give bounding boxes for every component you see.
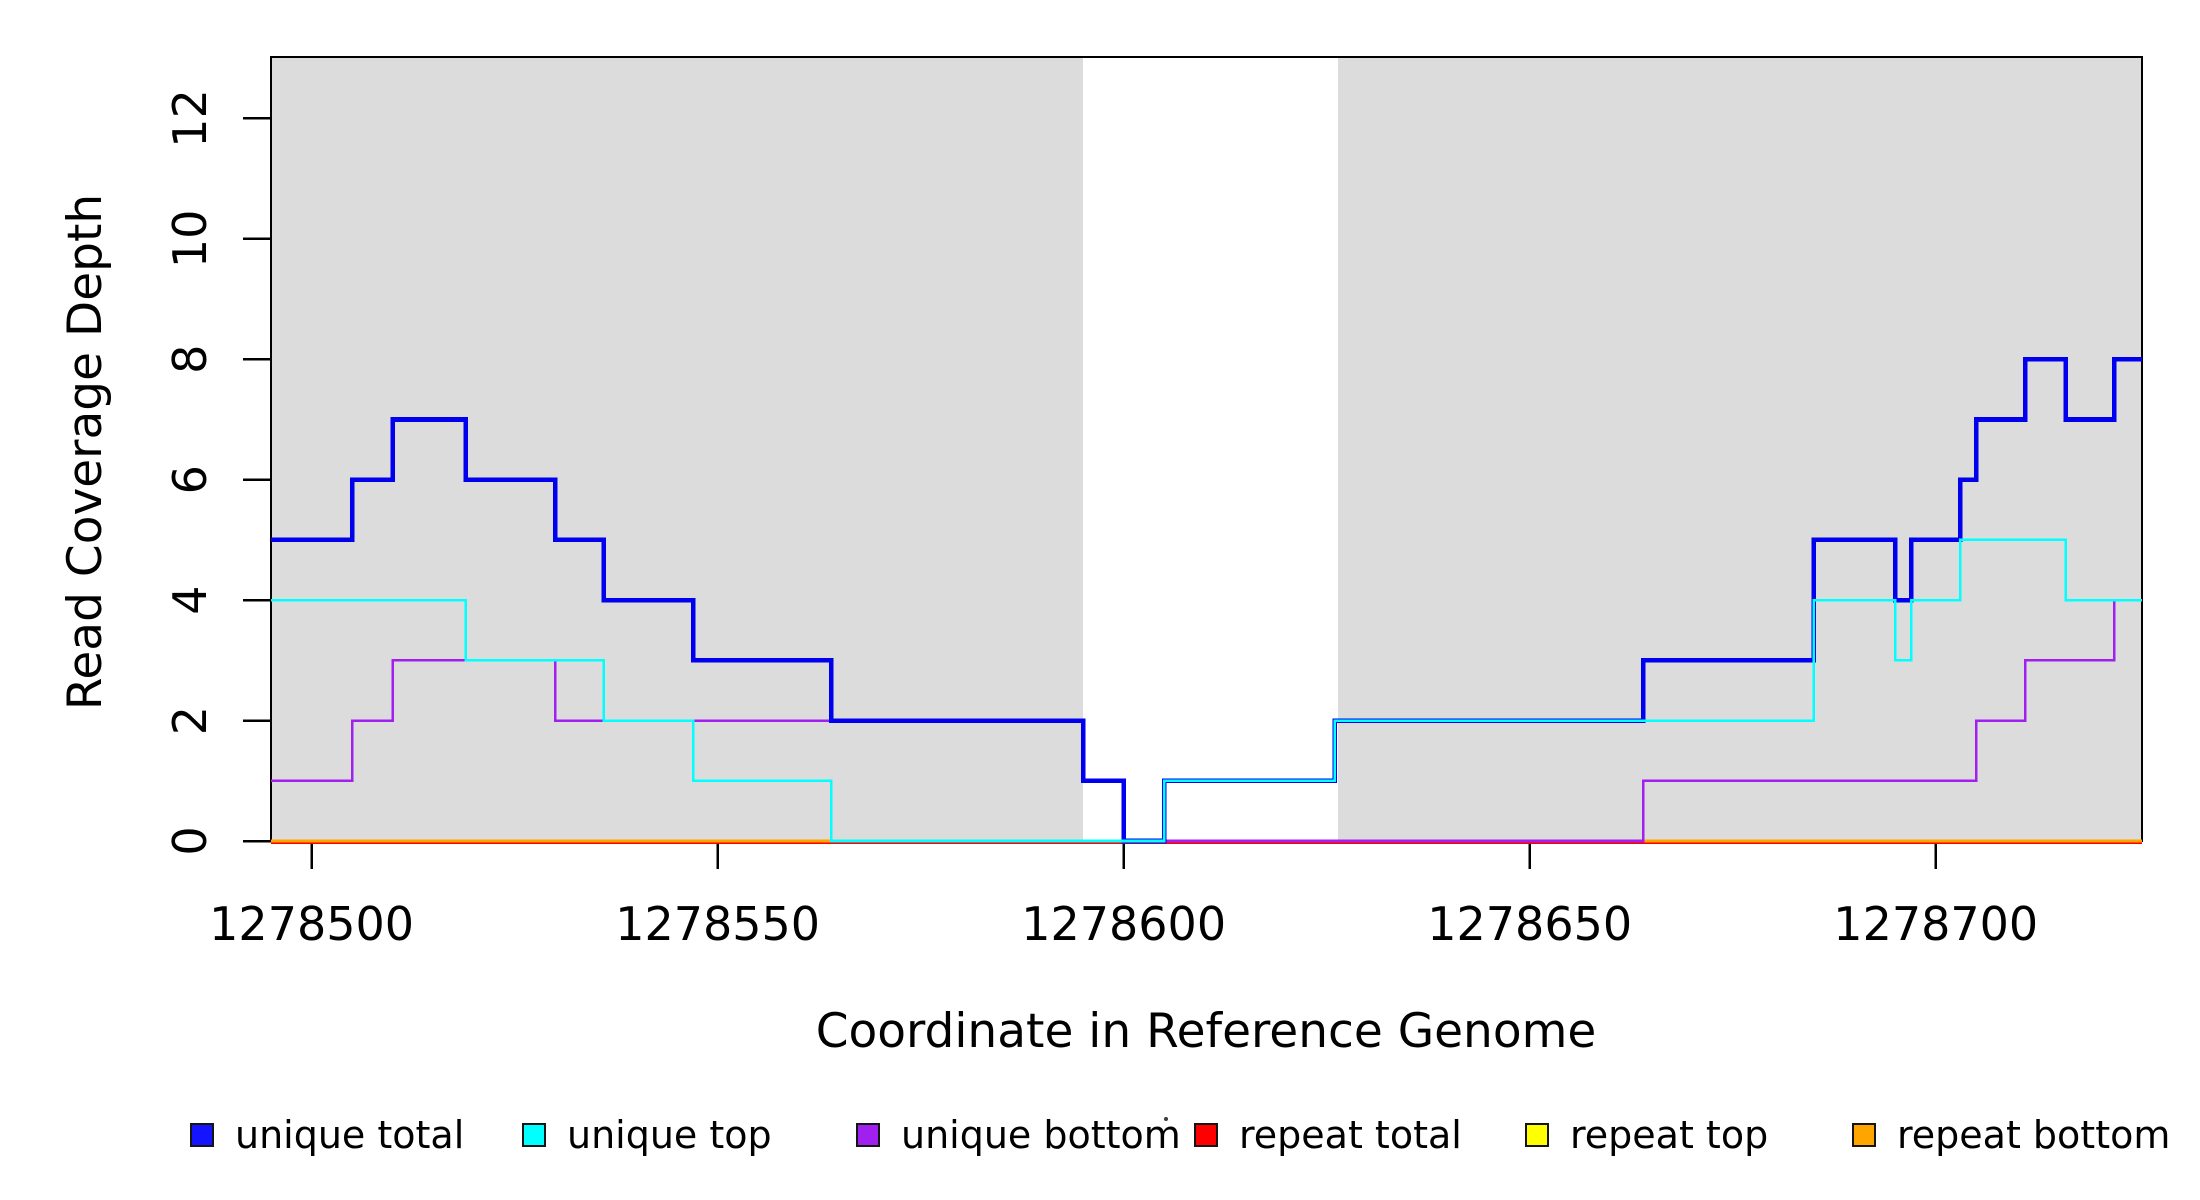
y-tick-label: 0	[163, 826, 217, 855]
legend-item-unique-bottom: unique bottom	[856, 1113, 1181, 1157]
stray-dot	[1164, 1117, 1168, 1121]
legend-label: repeat total	[1239, 1113, 1462, 1157]
legend-label: repeat top	[1570, 1113, 1769, 1157]
x-tick-label: 1278600	[1021, 897, 1226, 951]
legend-label: unique total	[235, 1113, 465, 1157]
left-gray-region	[271, 57, 1084, 841]
legend-swatch-icon	[1194, 1123, 1218, 1147]
legend-swatch-icon	[1525, 1123, 1549, 1147]
y-tick-label: 6	[163, 465, 217, 494]
legend-swatch-icon	[1852, 1123, 1876, 1147]
y-tick-label: 10	[163, 210, 217, 269]
x-tick-label: 1278650	[1427, 897, 1632, 951]
legend-swatch-icon	[190, 1123, 214, 1147]
right-gray-region	[1338, 57, 2142, 841]
legend-item-repeat-total: repeat total	[1194, 1113, 1462, 1157]
legend-label: repeat bottom	[1897, 1113, 2171, 1157]
legend-label: unique top	[567, 1113, 772, 1157]
x-axis-title: Coordinate in Reference Genome	[815, 1004, 1597, 1059]
y-tick-label: 8	[163, 345, 217, 374]
legend-swatch-icon	[522, 1123, 546, 1147]
legend-item-unique-top: unique top	[522, 1113, 772, 1157]
series-unique-top	[271, 538, 2142, 843]
y-tick-label: 4	[163, 585, 217, 614]
y-tick-label: 2	[163, 706, 217, 735]
x-tick-label: 1278550	[615, 897, 820, 951]
y-tick-label: 12	[163, 89, 217, 148]
legend-label: unique bottom	[901, 1113, 1181, 1157]
legend-item-repeat-bottom: repeat bottom	[1852, 1113, 2171, 1157]
legend-swatch-icon	[856, 1123, 880, 1147]
legend-item-repeat-top: repeat top	[1525, 1113, 1769, 1157]
legend-item-unique-total: unique total	[190, 1113, 465, 1157]
x-tick-label: 1278500	[209, 897, 414, 951]
y-axis-title: Read Coverage Depth	[58, 193, 113, 711]
x-tick-label: 1278700	[1833, 897, 2038, 951]
